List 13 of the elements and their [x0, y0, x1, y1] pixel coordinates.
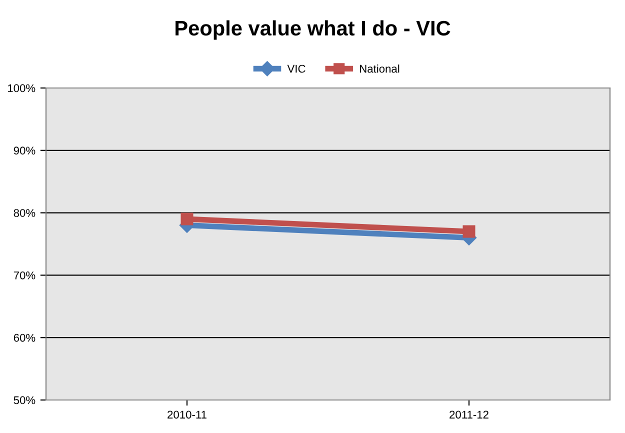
y-tick-label: 50%	[14, 396, 36, 404]
y-tick-label: 100%	[8, 84, 36, 92]
point	[180, 212, 194, 226]
y-tick-label: 60%	[14, 334, 36, 342]
y-tick-label: 80%	[14, 209, 36, 217]
y-tick-label: 90%	[14, 146, 36, 155]
chart-title: People value what I do - VIC	[176, 20, 450, 40]
y-tick-label: 70%	[14, 271, 36, 280]
legend-label: National	[360, 64, 400, 73]
point	[462, 225, 476, 238]
x-tick-label: 2011-12	[450, 410, 488, 419]
legend-label: VIC	[287, 64, 306, 73]
x-tick-label: 2010-11	[168, 410, 206, 419]
